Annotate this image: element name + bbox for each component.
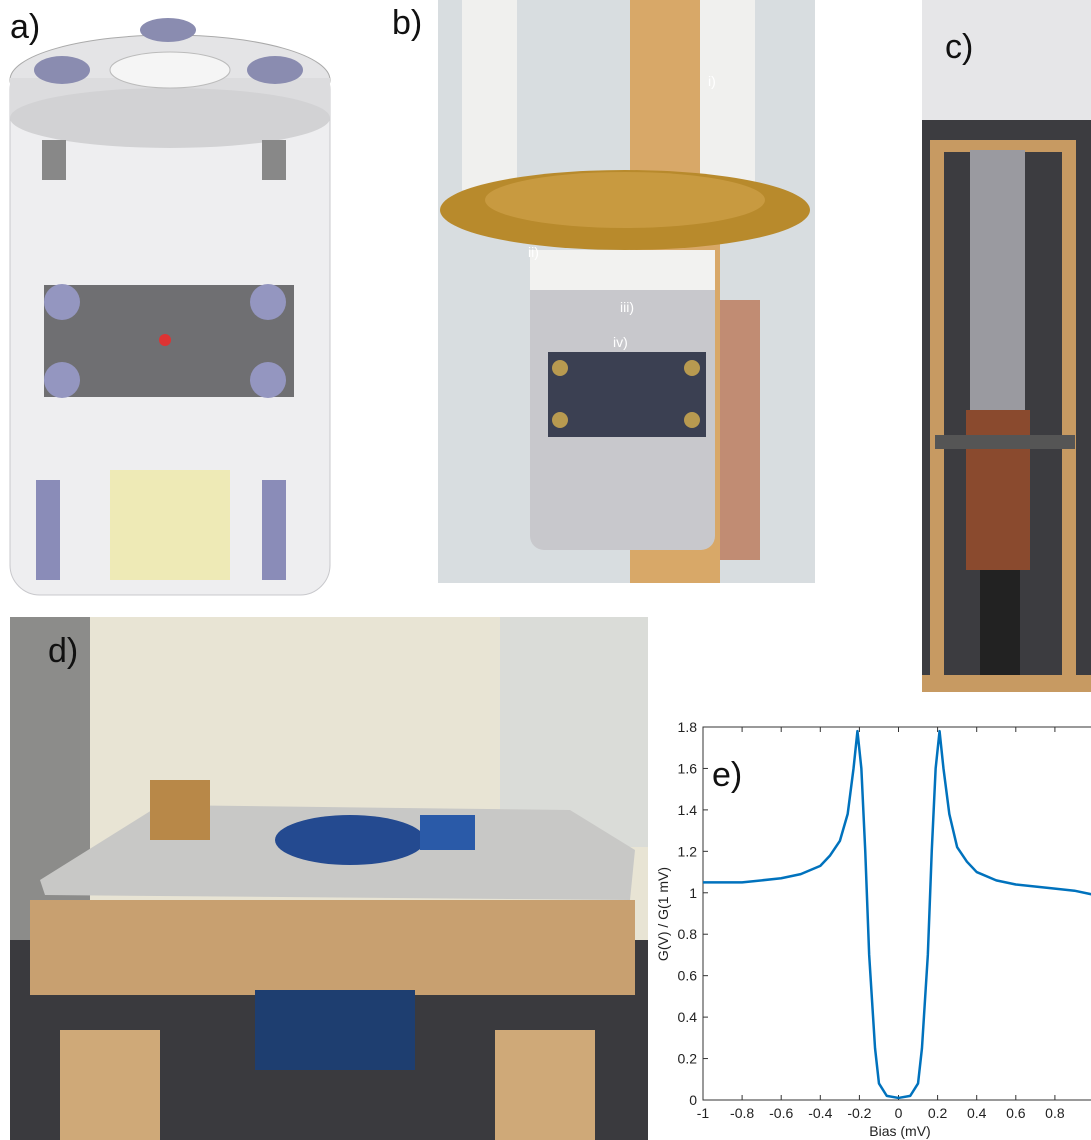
photo-annotation: iii) bbox=[620, 299, 634, 315]
y-axis-label: G(V) / G(1 mV) bbox=[655, 867, 671, 961]
y-tick-label: 0.4 bbox=[678, 1009, 698, 1025]
x-tick-label: -0.8 bbox=[730, 1105, 754, 1121]
y-tick-label: 0.6 bbox=[678, 968, 698, 984]
x-tick-label: -0.2 bbox=[847, 1105, 871, 1121]
x-axis-label: Bias (mV) bbox=[869, 1123, 930, 1139]
panel-label: e) bbox=[712, 756, 742, 794]
x-tick-label: 0.4 bbox=[967, 1105, 987, 1121]
x-tick-label: -0.6 bbox=[769, 1105, 793, 1121]
x-tick-label: -1 bbox=[697, 1105, 710, 1121]
y-tick-label: 1.6 bbox=[678, 760, 698, 776]
photo-annotation: iv) bbox=[613, 334, 628, 350]
data-line bbox=[703, 731, 1091, 1098]
x-tick-label: 0.6 bbox=[1006, 1105, 1026, 1121]
panel-a-render bbox=[10, 18, 330, 595]
panel-label: d) bbox=[48, 632, 78, 670]
y-tick-label: 0.8 bbox=[678, 926, 698, 942]
photo-annotation: ii) bbox=[528, 244, 539, 260]
y-tick-label: 0.2 bbox=[678, 1051, 698, 1067]
x-tick-label: -0.4 bbox=[808, 1105, 832, 1121]
panel-c-photo bbox=[922, 0, 1091, 692]
panel-b-photo bbox=[438, 0, 815, 583]
y-tick-label: 1.8 bbox=[678, 719, 698, 735]
plot-frame bbox=[703, 727, 1091, 1100]
x-tick-label: 0.8 bbox=[1045, 1105, 1065, 1121]
x-tick-label: 0.2 bbox=[928, 1105, 948, 1121]
panel-d-photo bbox=[10, 617, 648, 1140]
panel-label: c) bbox=[945, 28, 973, 66]
panel-label: a) bbox=[10, 8, 40, 46]
photo-annotation: i) bbox=[708, 73, 716, 89]
figure: a) b) c) d) i) ii) iii) iv) e) Bias (mV)… bbox=[0, 0, 1091, 1140]
page: a) b) c) d) i) ii) iii) iv) e) Bias (mV)… bbox=[0, 0, 1091, 1140]
y-tick-label: 1.4 bbox=[678, 802, 698, 818]
panel-label: b) bbox=[392, 4, 422, 42]
y-tick-label: 1.2 bbox=[678, 843, 698, 859]
x-tick-label: 0 bbox=[895, 1105, 903, 1121]
y-tick-label: 1 bbox=[689, 885, 697, 901]
